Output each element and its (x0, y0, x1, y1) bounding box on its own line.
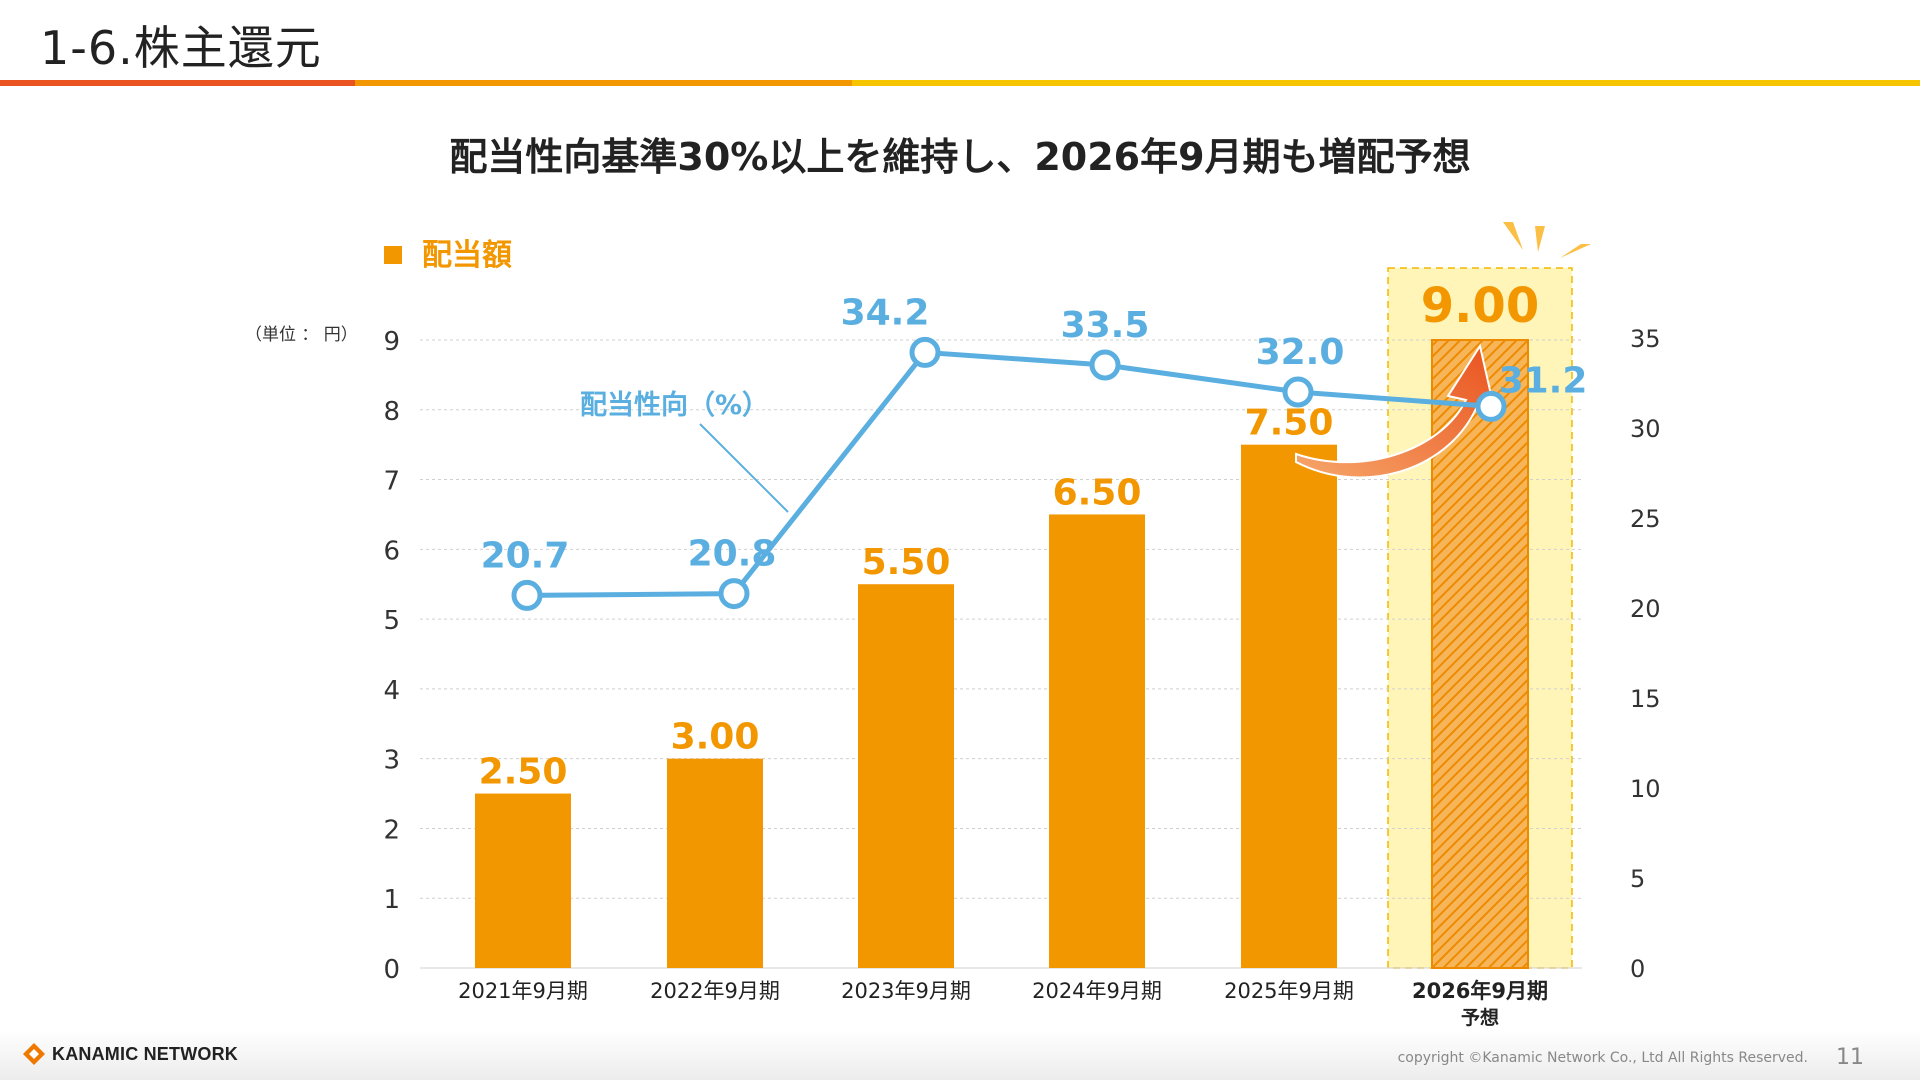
payout-ratio-line (526, 349, 1492, 598)
y-right-tick-label: 15 (1630, 685, 1661, 713)
y-left-tick-label: 7 (383, 467, 400, 497)
line-value-label: 31.2 (1499, 360, 1588, 401)
burst-mark-2 (1560, 244, 1591, 258)
header-bar-red (0, 80, 355, 86)
footer-band (0, 1030, 1920, 1080)
line-value-label: 20.7 (481, 535, 570, 576)
slide-subtitle: 配当性向基準30%以上を維持し、2026年9月期も増配予想 (449, 135, 1471, 179)
x-tick-label: 2021年9月期 (458, 979, 588, 1003)
y-left-tick-label: 6 (383, 536, 400, 566)
header-bar-yellow (852, 80, 1920, 86)
page-title: 1-6.株主還元 (40, 21, 322, 75)
logo-mark-icon (23, 1043, 45, 1065)
legend-swatch (384, 246, 402, 264)
line-point (511, 579, 543, 611)
bar-value-label: 3.00 (671, 717, 760, 758)
x-tick-label: 2022年9月期 (650, 979, 780, 1003)
y-right-tick-label: 10 (1630, 775, 1661, 803)
line-point (1089, 349, 1121, 381)
line-value-label: 33.5 (1061, 305, 1150, 346)
legend-label: 配当額 (422, 238, 512, 273)
y-right-tick-label: 20 (1630, 595, 1661, 623)
y-right-tick-label: 5 (1630, 865, 1645, 893)
line-point (718, 578, 750, 610)
y-right-tick-label: 35 (1630, 325, 1661, 353)
page-number: 11 (1836, 1045, 1864, 1070)
header-accent-bar (0, 80, 1920, 86)
line-value-label: 20.8 (688, 534, 777, 575)
bar-value-label: 9.00 (1421, 278, 1539, 334)
bar-value-label: 6.50 (1053, 472, 1142, 513)
bar-value-label: 5.50 (862, 542, 951, 583)
bar-value-label: 7.50 (1245, 403, 1334, 444)
y-right-tick-label: 30 (1630, 415, 1661, 443)
dividend-chart: 0 1 2 3 4 5 6 7 8 9 0 5 10 15 20 25 30 35 （単位 ： 円） 2021年9月期… (245, 222, 1661, 1029)
line-point (1282, 376, 1314, 408)
bar-2022年9月期 (667, 758, 763, 968)
x-tick-label: 2025年9月期 (1224, 979, 1354, 1003)
copyright-text: copyright ©Kanamic Network Co., Ltd All … (1397, 1050, 1808, 1066)
burst-mark-0 (1503, 222, 1523, 250)
line-point (909, 336, 941, 368)
y-left-tick-label: 1 (383, 885, 400, 915)
y-right-tick-label: 0 (1630, 955, 1645, 983)
logo-text: KANAMIC NETWORK (52, 1043, 238, 1064)
y-left-tick-label: 4 (383, 676, 400, 706)
y-right-tick-label: 25 (1630, 505, 1661, 533)
y-left-tick-label: 8 (383, 397, 400, 427)
unit-label: （単位 ： 円） (245, 325, 358, 345)
bar-value-label: 2.50 (479, 752, 568, 793)
line-point (1475, 390, 1507, 422)
forecast-note-label: 予想 (1461, 1006, 1499, 1029)
y-left-tick-label: 3 (383, 746, 400, 776)
series-leader-line (699, 423, 789, 513)
y-left-tick-label: 2 (383, 815, 400, 845)
line-value-label: 34.2 (841, 292, 930, 333)
line-series-label: 配当性向（%） (580, 389, 769, 421)
burst-mark-1 (1535, 226, 1545, 252)
company-logo: KANAMIC NETWORK (22, 1042, 238, 1066)
header-bar-orange (355, 80, 852, 86)
bar-2023年9月期 (858, 584, 954, 968)
line-value-label: 32.0 (1256, 332, 1345, 373)
bar-2024年9月期 (1049, 514, 1145, 968)
bar-2021年9月期 (475, 793, 571, 968)
bar-2025年9月期 (1241, 444, 1337, 969)
y-left-tick-label: 5 (383, 606, 400, 636)
x-tick-label: 2023年9月期 (841, 979, 971, 1003)
x-tick-label: 2024年9月期 (1032, 979, 1162, 1003)
y-left-tick-label: 0 (383, 955, 400, 985)
x-tick-label: 2026年9月期 (1412, 979, 1548, 1003)
y-left-tick-label: 9 (383, 327, 400, 357)
